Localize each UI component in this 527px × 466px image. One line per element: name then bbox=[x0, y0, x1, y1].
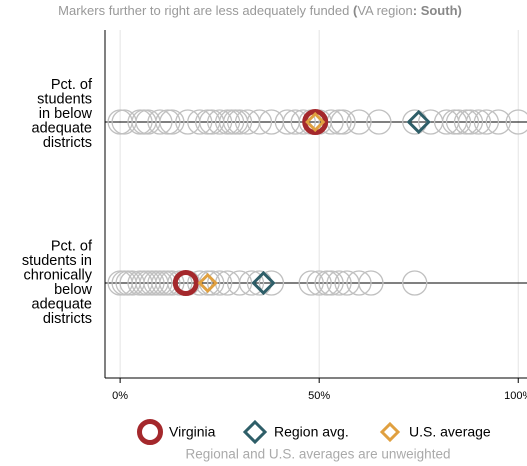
state-marker bbox=[290, 109, 316, 135]
row-label: Pct. of bbox=[51, 77, 93, 93]
title-part: Markers further to right are less adequa… bbox=[58, 3, 353, 18]
legend-marker bbox=[137, 419, 163, 445]
state-marker bbox=[207, 109, 233, 135]
state-marker bbox=[402, 270, 428, 296]
state-marker bbox=[226, 109, 253, 135]
state-marker bbox=[445, 109, 472, 135]
state-marker bbox=[187, 270, 213, 296]
state-marker bbox=[505, 109, 527, 135]
row-label: districts bbox=[43, 135, 92, 151]
state-marker bbox=[238, 270, 265, 296]
state-marker bbox=[159, 109, 185, 135]
state-marker bbox=[306, 270, 332, 296]
state-marker bbox=[258, 270, 285, 296]
state-marker bbox=[330, 109, 356, 135]
row-label: students in bbox=[22, 253, 92, 269]
state-marker bbox=[326, 270, 352, 296]
series-marker bbox=[305, 111, 326, 133]
state-marker bbox=[187, 109, 213, 135]
legend-label: Region avg. bbox=[274, 424, 349, 440]
series-marker bbox=[197, 272, 218, 294]
state-marker bbox=[473, 109, 500, 135]
row-label: Pct. of bbox=[51, 239, 93, 255]
state-marker bbox=[246, 109, 273, 135]
x-tick-label: 0% bbox=[112, 390, 128, 402]
state-marker bbox=[358, 270, 384, 296]
series-marker bbox=[406, 109, 431, 135]
state-marker bbox=[366, 109, 392, 135]
x-tick-label: 50% bbox=[308, 390, 330, 402]
row-label: in below bbox=[39, 106, 93, 122]
state-marker bbox=[159, 270, 185, 296]
legend-item: Region avg. bbox=[242, 419, 349, 445]
state-marker bbox=[485, 109, 511, 135]
state-marker bbox=[318, 109, 344, 135]
state-marker bbox=[207, 270, 233, 296]
legend-marker bbox=[379, 421, 401, 443]
series-marker bbox=[302, 109, 329, 135]
row-label: students bbox=[37, 91, 92, 107]
title-part: VA region bbox=[357, 3, 412, 18]
state-marker bbox=[346, 270, 372, 296]
legend-item: Virginia bbox=[137, 419, 216, 445]
legend-label: Virginia bbox=[169, 424, 216, 440]
x-tick-label: 100% bbox=[504, 390, 527, 402]
row-label: below bbox=[54, 282, 92, 298]
state-marker bbox=[298, 270, 324, 296]
row-label: adequate bbox=[32, 120, 92, 136]
series-marker bbox=[251, 270, 276, 296]
legend-label: U.S. average bbox=[409, 424, 491, 440]
title-part: ( bbox=[353, 3, 358, 18]
chart-title: Markers further to right are less adequa… bbox=[58, 3, 462, 18]
note: Regional and U.S. averages are unweighte… bbox=[186, 447, 451, 462]
state-marker bbox=[346, 109, 372, 135]
legend-marker bbox=[242, 419, 268, 445]
state-marker bbox=[465, 109, 492, 135]
state-marker bbox=[457, 109, 484, 135]
row-label: adequate bbox=[32, 297, 92, 313]
row-label: districts bbox=[43, 311, 92, 327]
state-marker bbox=[318, 270, 344, 296]
state-marker bbox=[167, 270, 193, 296]
row-label: chronically bbox=[24, 268, 93, 284]
state-marker bbox=[147, 109, 173, 135]
legend-item: U.S. average bbox=[379, 421, 491, 443]
title-part: : South) bbox=[413, 3, 462, 18]
series-marker bbox=[172, 270, 199, 296]
